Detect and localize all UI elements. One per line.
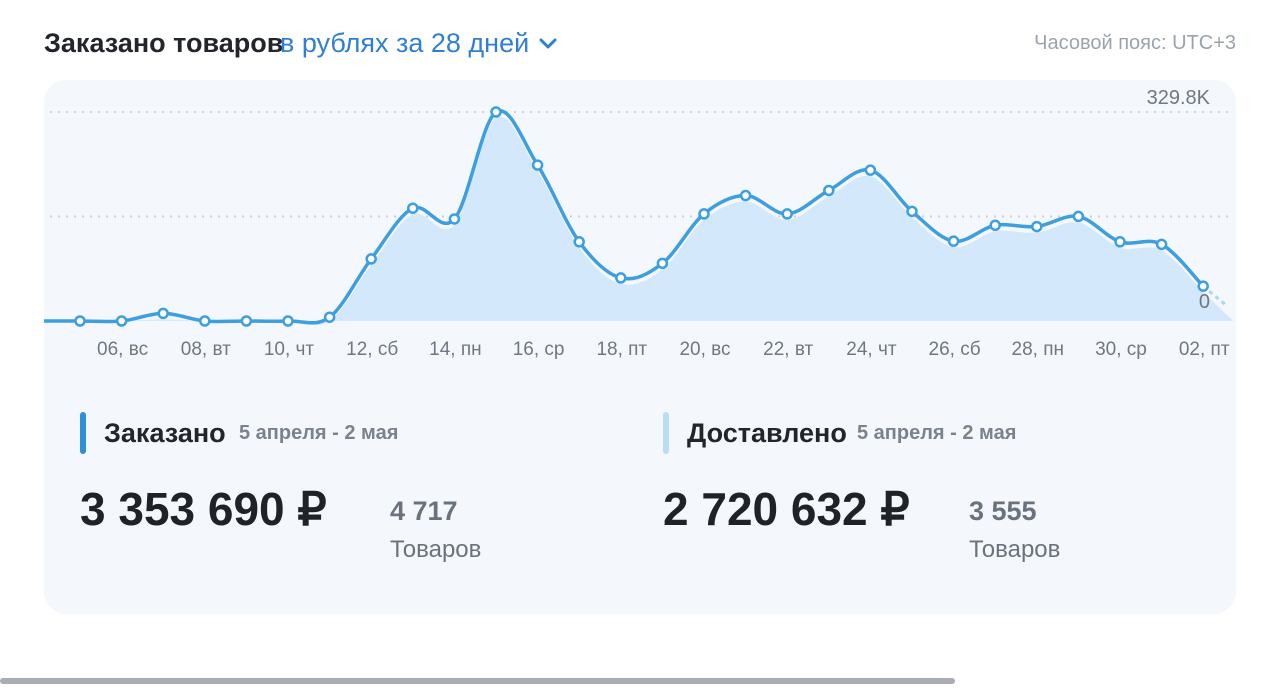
data-point[interactable] (1031, 220, 1043, 233)
orders-line-chart: 329.8K 0 06, вс 08, вт 10, чт 12, сб 14, пн 1… (44, 87, 1234, 360)
y-min-label: 0 (1199, 291, 1210, 313)
data-point[interactable] (490, 106, 502, 118)
page-header: Заказано товаров в рублях за 28 дней Час… (44, 28, 1236, 64)
delivered-label: Доставлено (687, 418, 847, 448)
data-point[interactable] (781, 208, 793, 220)
ordered-count: 4 717 (390, 496, 458, 526)
data-point[interactable] (199, 315, 211, 327)
ordered-amount: 3 353 690 ₽ (80, 483, 327, 535)
data-point[interactable] (698, 208, 710, 220)
data-point[interactable] (240, 315, 253, 327)
chevron-down-icon (539, 38, 557, 48)
y-max-label: 329.8K (1147, 87, 1211, 109)
x-tick-label: 06, вс (97, 339, 148, 360)
data-point[interactable] (947, 235, 960, 247)
sales-card: 329.8K 0 06, вс 08, вт 10, чт 12, сб 14, пн 1… (44, 80, 1236, 614)
data-point[interactable] (407, 202, 419, 214)
data-point[interactable] (656, 257, 669, 270)
ordered-stat: Заказано 5 апреля - 2 мая 3 353 690 ₽ 4 … (80, 412, 640, 572)
x-tick-label: 26, сб (929, 339, 981, 360)
x-tick-label: 16, ср (513, 339, 565, 360)
period-dropdown[interactable]: в рублях за 28 дней (280, 28, 557, 59)
ordered-label: Заказано (104, 418, 226, 448)
ordered-range: 5 апреля - 2 мая (239, 422, 399, 444)
data-point[interactable] (989, 219, 1001, 232)
x-tick-label: 12, сб (346, 339, 398, 360)
data-point[interactable] (282, 315, 294, 327)
x-tick-label: 20, вс (679, 339, 730, 360)
x-tick-label: 30, ср (1095, 339, 1147, 360)
data-point[interactable] (573, 236, 585, 248)
x-tick-label: 22, вт (763, 339, 813, 360)
data-point[interactable] (531, 159, 544, 171)
page-title: Заказано товаров (44, 28, 284, 58)
delivered-amount: 2 720 632 ₽ (663, 483, 910, 535)
period-dropdown-label: в рублях за 28 дней (280, 28, 530, 58)
series-tail (1202, 284, 1229, 308)
x-tick-label: 18, пт (596, 339, 647, 360)
data-point[interactable] (739, 189, 752, 202)
data-point[interactable] (448, 213, 461, 225)
x-tick-label: 14, пн (429, 339, 481, 360)
data-point[interactable] (115, 315, 128, 327)
data-point[interactable] (74, 315, 86, 327)
horizontal-scrollbar[interactable] (0, 678, 955, 684)
delivered-unit: Товаров (969, 536, 1061, 563)
x-tick-label: 24, чт (846, 339, 897, 360)
data-point[interactable] (823, 184, 835, 197)
ordered-unit: Товаров (390, 536, 482, 563)
data-point[interactable] (365, 253, 377, 265)
data-point[interactable] (906, 205, 918, 218)
delivered-stat: Доставлено 5 апреля - 2 мая 2 720 632 ₽ … (663, 412, 1223, 572)
delivered-range: 5 апреля - 2 мая (857, 422, 1017, 444)
data-point[interactable] (1114, 236, 1126, 248)
data-point[interactable] (323, 311, 336, 323)
x-tick-label: 02, пт (1179, 339, 1230, 360)
delivered-count: 3 555 (969, 496, 1037, 526)
data-point[interactable] (1072, 210, 1085, 223)
delivered-accent-bar (663, 412, 669, 454)
data-point[interactable] (1197, 280, 1209, 292)
data-point[interactable] (615, 272, 627, 284)
data-point[interactable] (864, 164, 877, 176)
x-tick-label: 10, чт (264, 339, 315, 360)
x-tick-label: 28, пн (1012, 339, 1064, 360)
timezone-label: Часовой пояс: UTC+3 (1034, 32, 1236, 54)
x-tick-label: 08, вт (181, 339, 231, 360)
area-fill (44, 116, 1234, 326)
data-point[interactable] (1155, 238, 1168, 251)
ordered-accent-bar (80, 412, 86, 454)
data-point[interactable] (157, 307, 169, 320)
